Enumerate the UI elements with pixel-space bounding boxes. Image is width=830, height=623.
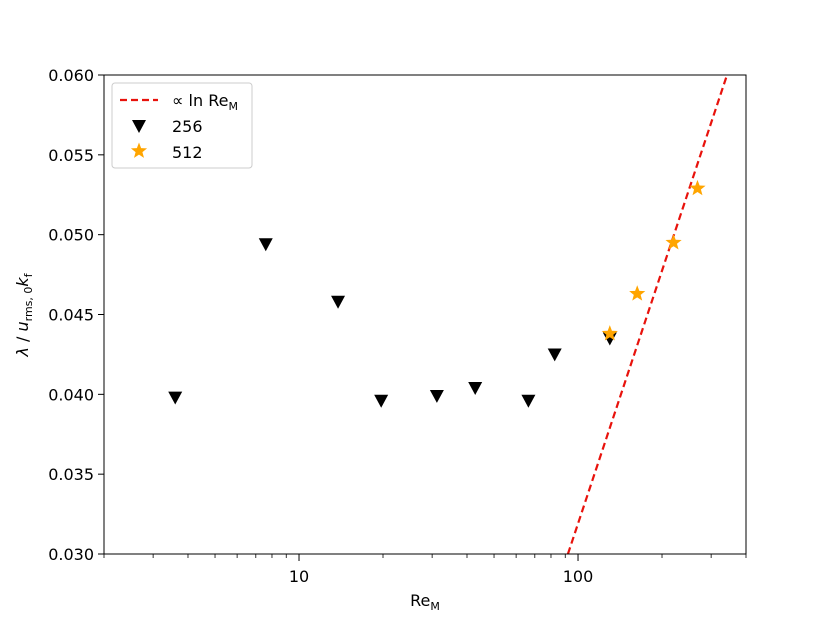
y-axis-label: λ / urms, 0kf [13, 272, 35, 357]
ticks: 0.030 0.035 0.040 0.045 0.050 0.055 0.060 10 100 [48, 66, 747, 586]
y-tick-label-0: 0.030 [48, 545, 94, 564]
legend-triangle-marker [132, 120, 146, 133]
star-point-512-3 [689, 179, 706, 196]
legend-fit-line-label: ∝ ln ReM [172, 91, 238, 113]
legend-512-label: 512 [172, 143, 203, 162]
y-tick-label-1: 0.035 [48, 465, 94, 484]
legend-256-label: 256 [172, 117, 203, 136]
legend-star-marker [130, 142, 148, 158]
star-point-512-1 [629, 285, 646, 301]
triangle-point-256-6 [521, 394, 536, 408]
triangle-point-256-7 [547, 348, 562, 362]
y-tick-label-3: 0.045 [48, 306, 94, 325]
triangle-point-256-5 [468, 381, 483, 395]
star-point-512-0 [601, 325, 618, 341]
legend: ∝ ln ReM 256 512 [111, 82, 253, 169]
y-tick-label-2: 0.040 [48, 385, 94, 404]
x-tick-label-1: 100 [563, 567, 594, 586]
x-axis-label: ReM [410, 591, 440, 613]
y-tick-label-5: 0.055 [48, 146, 94, 165]
y-tick-label-4: 0.050 [48, 226, 94, 245]
triangle-point-256-3 [374, 394, 389, 408]
star-point-512-2 [665, 234, 682, 250]
fit-line-layer [566, 75, 729, 554]
triangle-point-256-0 [168, 391, 183, 405]
x-tick-label-0: 10 [289, 567, 309, 586]
legend-box [111, 82, 253, 169]
triangle-point-256-4 [429, 389, 444, 403]
y-tick-label-6: 0.060 [48, 66, 94, 85]
triangle-point-256-2 [331, 295, 346, 309]
data-points-layer [168, 179, 706, 408]
fit-line [566, 75, 729, 554]
triangle-point-256-1 [258, 238, 273, 252]
